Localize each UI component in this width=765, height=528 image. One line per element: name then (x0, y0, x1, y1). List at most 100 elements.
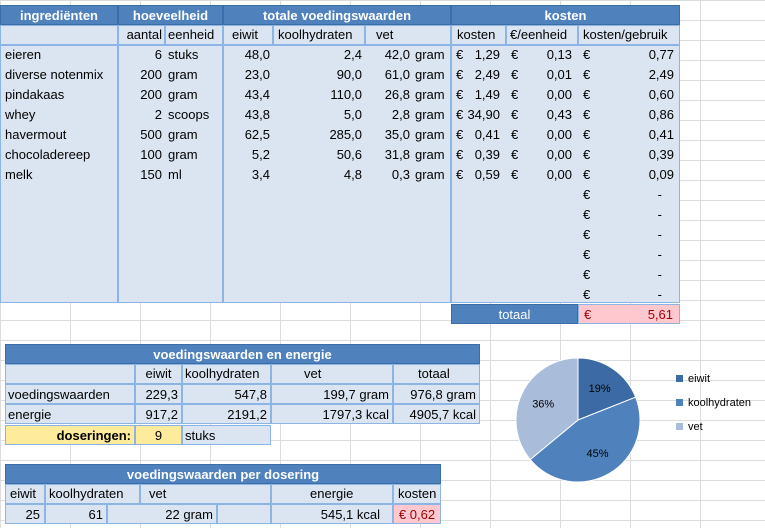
ingredient-vet-unit[interactable]: gram (415, 67, 445, 82)
ingredient-cost[interactable]: €1,29 (451, 45, 506, 65)
ingredient-unit[interactable]: gram (168, 67, 198, 82)
ingredient-vet-unit[interactable]: gram (415, 87, 445, 102)
ingredient-vet-unit[interactable]: gram (415, 147, 445, 162)
ingredient-unit[interactable]: scoops (168, 107, 210, 122)
ingredient-cost[interactable]: €1,49 (451, 85, 506, 105)
summary-kh-1[interactable]: 2191,2 (182, 404, 271, 424)
ingredient-kh[interactable]: 110,0 (330, 87, 362, 102)
ingredient-qty[interactable]: 100 (140, 147, 162, 162)
ingredient-kh[interactable]: 90,0 (336, 67, 362, 82)
summary-vet-0[interactable]: 199,7 gram (271, 384, 393, 404)
empty-cost-cell[interactable]: € - (578, 225, 680, 245)
summary-eiwit-0[interactable]: 229,3 (135, 384, 182, 404)
empty-cost-cell[interactable]: € - (578, 265, 680, 285)
ingredient-unit[interactable]: ml (168, 167, 182, 182)
ingredient-qty[interactable]: 2 (154, 107, 162, 122)
ingredient-cost[interactable]: €0,59 (451, 165, 506, 185)
ingredient-per-unit[interactable]: €0,00 (506, 165, 578, 185)
ingredient-qty[interactable]: 6 (154, 47, 162, 62)
ingredient-vet[interactable]: 0,3 (391, 167, 410, 182)
ingredient-vet[interactable]: 2,8 (391, 107, 410, 122)
ingredient-kh[interactable]: 2,4 (343, 47, 362, 62)
ingredient-per-use[interactable]: €0,41 (578, 125, 680, 145)
pie-chart[interactable]: 19% 45% 36% eiwit koolhydraten vet (508, 338, 765, 496)
ingredient-eiwit[interactable]: 3,4 (251, 167, 270, 182)
ingredient-eiwit[interactable]: 43,8 (244, 107, 270, 122)
per-dose-kosten[interactable]: € 0,62 (393, 504, 441, 524)
currency-symbol: € (511, 87, 519, 102)
ingredient-name[interactable]: havermout (5, 127, 67, 142)
ingredient-per-unit[interactable]: €0,13 (506, 45, 578, 65)
ingredient-vet[interactable]: 42,0 (384, 47, 410, 62)
ingredient-eiwit[interactable]: 23,0 (244, 67, 270, 82)
ingredient-per-use[interactable]: €0,60 (578, 85, 680, 105)
summary-totaal-1[interactable]: 4905,7 kcal (393, 404, 480, 424)
doseringen-input[interactable]: 9 (135, 425, 182, 445)
ingredient-qty[interactable]: 200 (140, 87, 162, 102)
ingredient-eiwit[interactable]: 5,2 (251, 147, 270, 162)
ingredient-per-unit[interactable]: €0,00 (506, 125, 578, 145)
ingredient-cost[interactable]: €2,49 (451, 65, 506, 85)
ingredient-cost[interactable]: €0,41 (451, 125, 506, 145)
per-dose-col-kh: koolhydraten (45, 484, 140, 504)
total-cost-cell[interactable]: € 5,61 (578, 304, 680, 324)
ingredient-unit[interactable]: gram (168, 147, 198, 162)
summary-totaal-0[interactable]: 976,8 gram (393, 384, 480, 404)
pie-slice-koolhydraten[interactable] (529, 396, 641, 483)
ingredient-eiwit[interactable]: 62,5 (244, 127, 270, 142)
per-dose-vet[interactable]: 22 gram (107, 504, 217, 524)
empty-cost-cell[interactable]: € - (578, 205, 680, 225)
ingredient-name[interactable]: diverse notenmix (5, 67, 104, 82)
ingredient-per-use[interactable]: €0,86 (578, 105, 680, 125)
subheader-vet: vet (365, 25, 451, 45)
empty-cost-cell[interactable]: € - (578, 185, 680, 205)
ingredient-vet-unit[interactable]: gram (415, 47, 445, 62)
per-dose-eiwit[interactable]: 25 (5, 504, 45, 524)
ingredient-per-use[interactable]: €0,77 (578, 45, 680, 65)
empty-cost-cell[interactable]: € - (578, 285, 680, 305)
per-dose-energie[interactable]: 545,1 kcal (271, 504, 393, 524)
ingredient-unit[interactable]: gram (168, 87, 198, 102)
ingredient-eiwit[interactable]: 48,0 (244, 47, 270, 62)
ingredient-vet[interactable]: 26,8 (384, 87, 410, 102)
ingredient-cost[interactable]: €0,39 (451, 145, 506, 165)
ingredient-per-unit[interactable]: €0,43 (506, 105, 578, 125)
summary-eiwit-1[interactable]: 917,2 (135, 404, 182, 424)
ingredient-per-unit[interactable]: €0,01 (506, 65, 578, 85)
ingredient-per-use[interactable]: €0,09 (578, 165, 680, 185)
ingredient-eiwit[interactable]: 43,4 (244, 87, 270, 102)
ingredient-per-unit[interactable]: €0,00 (506, 145, 578, 165)
ingredient-name[interactable]: eieren (5, 47, 42, 62)
ingredient-qty[interactable]: 200 (140, 67, 162, 82)
summary-vet-1[interactable]: 1797,3 kcal (271, 404, 393, 424)
ingredient-vet-unit[interactable]: gram (415, 107, 445, 122)
ingredient-unit[interactable]: stuks (168, 47, 199, 62)
ingredient-vet[interactable]: 35,0 (384, 127, 410, 142)
ingredient-per-use[interactable]: €2,49 (578, 65, 680, 85)
ingredient-cost[interactable]: €34,90 (451, 105, 506, 125)
ingredient-name[interactable]: whey (5, 107, 36, 122)
ingredient-name[interactable]: chocoladereep (5, 147, 91, 162)
legend-swatch-vet (676, 423, 683, 430)
ingredient-qty[interactable]: 150 (140, 167, 162, 182)
ingredient-name[interactable]: pindakaas (5, 87, 65, 102)
ingredient-qty[interactable]: 500 (140, 127, 162, 142)
ingredient-per-use[interactable]: €0,39 (578, 145, 680, 165)
ingredient-vet-unit[interactable]: gram (415, 127, 445, 142)
ingredient-unit[interactable]: gram (168, 127, 198, 142)
ingredient-kh[interactable]: 50,6 (336, 147, 362, 162)
ingredient-name[interactable]: melk (5, 167, 33, 182)
ingredient-vet[interactable]: 31,8 (384, 147, 410, 162)
empty-cost-cell[interactable]: € - (578, 245, 680, 265)
per-dose-kh[interactable]: 61 (45, 504, 107, 524)
pie-slice-vet[interactable] (515, 357, 579, 461)
summary-kh-0[interactable]: 547,8 (182, 384, 271, 404)
ingredient-vet[interactable]: 61,0 (384, 67, 410, 82)
ingredient-kh[interactable]: 285,0 (329, 127, 362, 142)
ingredient-kh[interactable]: 5,0 (343, 107, 362, 122)
ingredient-vet-unit[interactable]: gram (415, 167, 445, 182)
cost-value: 0,39 (648, 147, 674, 162)
ingredient-per-unit[interactable]: €0,00 (506, 85, 578, 105)
pie-slice-eiwit[interactable] (577, 357, 637, 421)
ingredient-kh[interactable]: 4,8 (343, 167, 362, 182)
